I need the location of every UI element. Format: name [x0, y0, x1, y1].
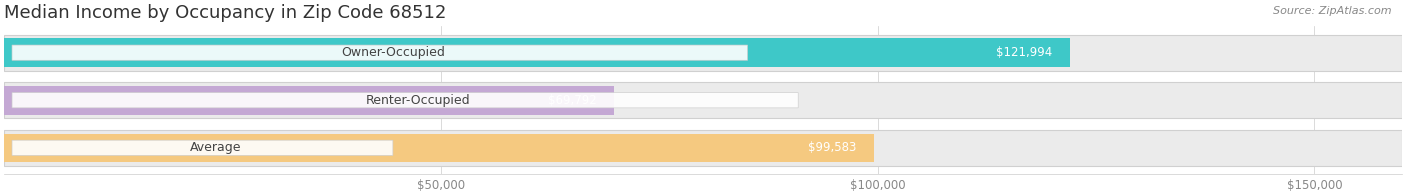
Text: Renter-Occupied: Renter-Occupied [366, 94, 471, 107]
Bar [4, 82, 1402, 118]
FancyBboxPatch shape [13, 45, 748, 60]
Bar [4, 86, 614, 114]
Text: Source: ZipAtlas.com: Source: ZipAtlas.com [1274, 6, 1392, 16]
Bar [4, 130, 1402, 166]
FancyBboxPatch shape [13, 93, 799, 108]
Text: Average: Average [190, 141, 242, 154]
Bar [4, 38, 1070, 67]
Bar [4, 133, 875, 162]
FancyBboxPatch shape [13, 140, 392, 155]
Text: $99,583: $99,583 [808, 141, 856, 154]
Text: $121,994: $121,994 [995, 46, 1052, 59]
Text: Owner-Occupied: Owner-Occupied [342, 46, 444, 59]
Text: Median Income by Occupancy in Zip Code 68512: Median Income by Occupancy in Zip Code 6… [4, 4, 447, 22]
Bar [4, 35, 1402, 71]
Text: $69,792: $69,792 [547, 94, 596, 107]
